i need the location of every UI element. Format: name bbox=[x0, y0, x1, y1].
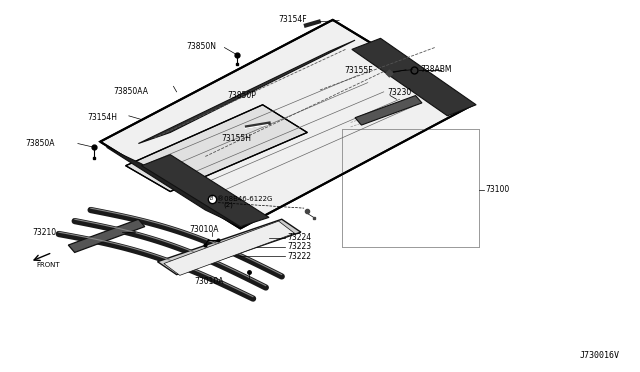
Text: 73155H: 73155H bbox=[221, 134, 252, 142]
Text: 73850AA: 73850AA bbox=[113, 87, 148, 96]
Polygon shape bbox=[352, 38, 476, 116]
Text: 73210: 73210 bbox=[32, 228, 56, 237]
Polygon shape bbox=[355, 96, 422, 125]
Polygon shape bbox=[106, 147, 241, 227]
Text: 73230: 73230 bbox=[387, 89, 411, 97]
Polygon shape bbox=[138, 40, 355, 144]
Text: B: B bbox=[210, 196, 213, 201]
Text: 73224: 73224 bbox=[287, 233, 311, 242]
Text: 73223: 73223 bbox=[287, 243, 311, 251]
Text: 73850A: 73850A bbox=[26, 139, 55, 148]
Text: 73850P: 73850P bbox=[228, 91, 257, 100]
Polygon shape bbox=[125, 105, 307, 192]
Polygon shape bbox=[68, 219, 145, 253]
Text: 73154F: 73154F bbox=[278, 15, 307, 24]
Text: (2): (2) bbox=[223, 202, 233, 208]
Text: 738ABM: 738ABM bbox=[420, 65, 452, 74]
Text: 73010A: 73010A bbox=[195, 277, 224, 286]
Polygon shape bbox=[157, 219, 301, 275]
Text: J730016V: J730016V bbox=[579, 350, 620, 359]
Text: 73850N: 73850N bbox=[186, 42, 216, 51]
Text: 73154H: 73154H bbox=[88, 113, 117, 122]
Text: FRONT: FRONT bbox=[36, 262, 60, 268]
Polygon shape bbox=[100, 20, 473, 228]
Text: 73155F: 73155F bbox=[344, 66, 373, 75]
Polygon shape bbox=[141, 155, 269, 227]
Polygon shape bbox=[164, 221, 294, 275]
Text: 73010A: 73010A bbox=[189, 225, 219, 234]
Text: 73222: 73222 bbox=[287, 251, 311, 261]
Text: 73100: 73100 bbox=[486, 185, 510, 194]
Text: ®08B46-6122G: ®08B46-6122G bbox=[217, 196, 272, 202]
